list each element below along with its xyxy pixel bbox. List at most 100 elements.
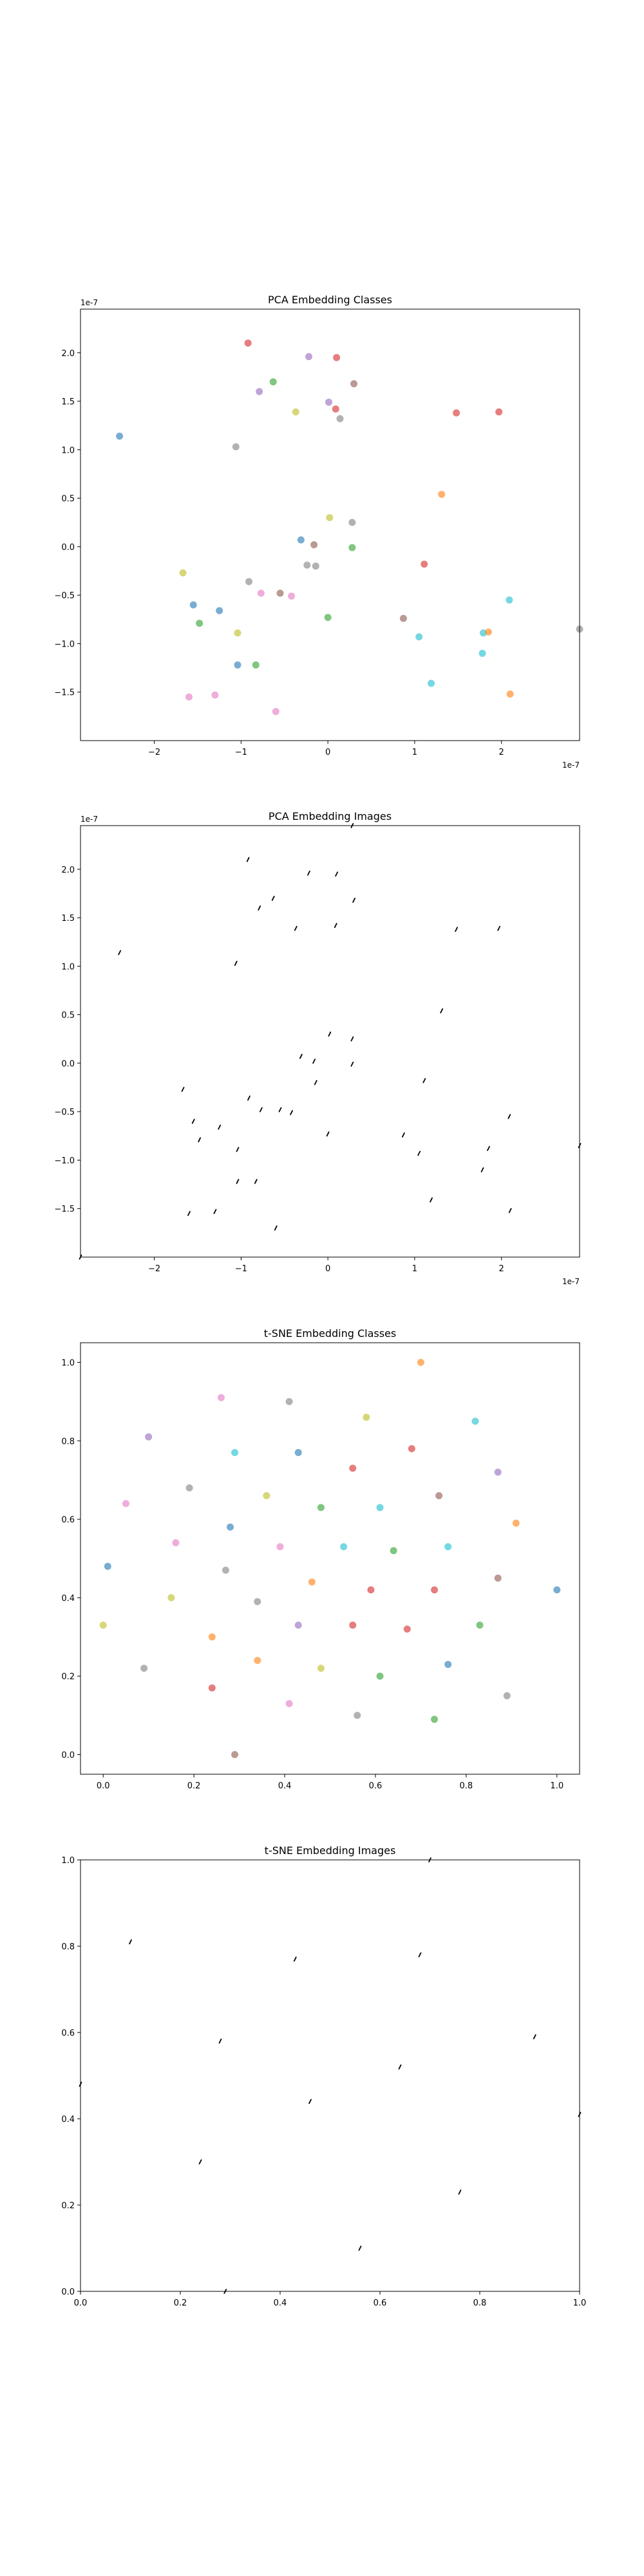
image-thumbnail [254,1179,258,1184]
image-thumbnail [352,897,355,903]
data-point [484,628,492,636]
y-tick-label: 2.0 [61,866,75,875]
image-thumbnail [508,1208,512,1213]
data-point [428,679,435,687]
data-point [333,354,341,361]
data-point [417,1358,424,1366]
data-point [317,1504,325,1511]
image-thumbnail [422,1077,426,1083]
image-thumbnail [458,2189,462,2195]
data-point [285,1397,293,1405]
image-thumbnail [507,1113,511,1119]
x-tick-label: 0.8 [460,1781,473,1791]
data-point [310,541,318,549]
image-thumbnail [326,1131,330,1137]
thumbnail-glyph [507,1113,511,1119]
image-thumbnail [181,1086,185,1092]
y-tick-label: −1.5 [54,1205,75,1215]
thumbnail-glyph [198,1137,202,1142]
image-thumbnail [234,960,238,966]
image-thumbnail [335,871,339,877]
image-thumbnail [480,1167,484,1173]
data-point [399,614,407,622]
data-point [294,1449,302,1457]
data-point [354,1712,361,1719]
image-thumbnail [307,870,310,876]
thumbnail-glyph [258,905,261,911]
x-tick-label: −2 [148,748,160,757]
data-point [350,380,358,388]
data-point [234,629,242,637]
thumbnail-glyph [278,1107,282,1113]
y-tick-label: 0.8 [61,1942,75,1952]
data-point [324,614,332,621]
y-tick-label: 1.5 [61,914,75,923]
image-thumbnail [418,1952,422,1958]
image-thumbnail [328,1031,332,1037]
x-tick-label: 2 [499,748,504,757]
data-point [196,620,204,627]
data-point [325,399,332,406]
x-tick-label: 0.2 [174,2298,187,2308]
data-point [234,661,242,669]
image-thumbnail [440,1008,444,1014]
data-point [185,693,193,701]
y-tick-label: 0.0 [61,1059,75,1069]
y-tick-label: 1.0 [61,1358,75,1368]
y-tick-label: 1.0 [61,1856,75,1866]
x-tick-label: 1 [412,748,417,757]
data-point [444,1543,452,1551]
data-point [376,1672,384,1680]
data-point [257,589,265,597]
x-tick-label: 1 [412,1264,417,1274]
image-thumbnail [198,2159,202,2164]
x-tick-label: −2 [148,1264,160,1274]
data-point [276,1543,284,1551]
thumbnail-glyph [418,1952,422,1958]
data-point [231,1751,239,1759]
x-tick-label: 0.4 [278,1781,292,1791]
thumbnail-glyph [455,927,459,933]
data-point [303,561,311,569]
thumbnail-glyph [218,2038,222,2044]
data-point [435,1492,443,1500]
data-point [269,378,277,386]
data-point [415,633,423,641]
x-tick-label: 0 [325,1264,330,1274]
x-tick-label: 0 [325,748,330,757]
image-thumbnail [274,1225,278,1231]
image-thumbnail [350,1061,354,1067]
thumbnail-glyph [497,925,501,931]
y-tick-label: 1.0 [61,446,75,455]
thumbnail-glyph [236,1179,240,1184]
data-point [305,353,312,361]
image-thumbnail [259,1107,263,1113]
data-point [326,514,334,522]
data-point [376,1504,384,1511]
data-point [332,405,339,413]
data-point [244,339,252,347]
data-point [122,1500,129,1508]
y-tick-label: 0.8 [61,1437,75,1446]
chart-panel-1: PCA Embedding Classes −2 −1 0 1 2 −1.5 −1.0 −0.5… [54,294,583,770]
image-thumbnail [455,927,459,933]
image-thumbnail [198,1137,202,1142]
image-thumbnail [218,1124,222,1130]
data-point [292,408,299,416]
x-tick-label: 0.0 [97,1781,110,1791]
thumbnail-glyph [430,1197,433,1203]
y-scale-label: 1e-7 [80,298,98,307]
y-tick-label: 0.5 [61,1011,75,1021]
x-tick-label: −1 [235,1264,247,1274]
image-thumbnail [358,2246,362,2251]
axes-frame [80,825,580,1258]
y-tick-label: 0.0 [61,1751,75,1761]
data-point [431,1716,439,1723]
data-point [294,1622,302,1629]
image-thumbnail [533,2034,536,2040]
thumbnail-glyph [191,1119,195,1124]
data-point [216,607,223,614]
thumbnail-glyph [440,1008,444,1014]
chart-title: t-SNE Embedding Images [265,1844,396,1857]
